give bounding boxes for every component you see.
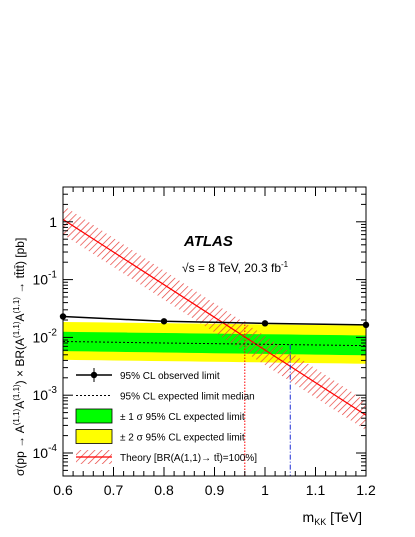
y-tick-label-base: 10 xyxy=(33,272,49,288)
y-tick-label: 10-2 xyxy=(33,327,58,345)
energy-lumi-label: √s = 8 TeV, 20.3 fb-1 xyxy=(182,260,289,275)
y-tick-label: 10-1 xyxy=(33,270,58,288)
x-axis-label-unit: [TeV] xyxy=(326,509,362,525)
x-axis-label-sub: KK xyxy=(314,517,326,527)
y-tick-label-exponent: -1 xyxy=(48,270,57,281)
y-label-text: σ(pp → A xyxy=(13,425,27,476)
x-tick-label: 0.7 xyxy=(104,482,124,498)
x-tick-label: 1.1 xyxy=(306,482,326,498)
y-tick-label-exponent: -4 xyxy=(48,443,57,454)
observed-points xyxy=(59,313,370,329)
y-tick-label-base: 10 xyxy=(33,329,49,345)
atlas-label: ATLAS xyxy=(183,233,233,250)
theory-line xyxy=(63,218,366,416)
legend-label-band2: ± 2 σ 95% CL expected limit xyxy=(120,433,245,444)
x-axis-label-base: m xyxy=(303,509,315,525)
legend-observed-marker xyxy=(90,371,98,379)
legend-entry-band2: ± 2 σ 95% CL expected limit xyxy=(75,429,245,444)
y-label-text: A xyxy=(13,314,27,322)
legend-entry-expected: 95% CL expected limit median xyxy=(76,392,255,403)
x-tick-label: 0.9 xyxy=(205,482,225,498)
x-tick-label: 1.2 xyxy=(356,482,376,498)
legend: 95% CL observed limit 95% CL expected lim… xyxy=(75,368,257,464)
x-tick-label: 0.6 xyxy=(53,482,73,498)
energy-lumi-text: √s = 8 TeV, 20.3 fb xyxy=(182,261,281,275)
x-tick-label: 0.8 xyxy=(154,482,174,498)
legend-entry-theory: Theory [BR(A(1,1)→ tt̄)=100%] xyxy=(76,450,257,464)
y-label-text: ) × BR(A xyxy=(13,338,27,384)
observed-limit-line xyxy=(62,315,367,326)
limit-curves xyxy=(59,313,370,347)
y-tick-label: 1 xyxy=(49,214,57,230)
y-label-superscript: (1,1) xyxy=(12,297,21,314)
x-axis-label: mKK [TeV] xyxy=(303,509,362,527)
y-tick-label: 10-3 xyxy=(33,385,58,403)
y-tick-label-exponent: -3 xyxy=(48,385,57,396)
legend-entry-observed: 95% CL observed limit xyxy=(76,368,220,382)
observed-point xyxy=(160,318,168,325)
y-label-superscript: (1,1) xyxy=(12,384,21,401)
y-label-superscript: (1,1) xyxy=(12,408,21,425)
theory-curve-group xyxy=(63,205,366,431)
y-label-text: A xyxy=(13,401,27,409)
y-tick-label-base: 10 xyxy=(33,445,49,461)
expected-median-line xyxy=(62,340,367,347)
legend-entry-band1: ± 1 σ 95% CL expected limit xyxy=(75,408,245,424)
legend-label-theory: Theory [BR(A(1,1)→ tt̄)=100%] xyxy=(120,452,257,464)
y-tick-label: 10-4 xyxy=(33,443,58,461)
y-axis-label: σ(pp → A(1,1)A(1,1)) × BR(A(1,1)A(1,1) →… xyxy=(12,238,27,476)
y-axis-ticks: 10-410-310-210-11 xyxy=(33,186,366,477)
legend-label-band1: ± 1 σ 95% CL expected limit xyxy=(120,412,245,423)
x-axis-ticks: 0.6 0.7 0.8 0.9 1 1.1 1.2 xyxy=(53,187,376,498)
x-tick-label: 1 xyxy=(261,482,269,498)
y-tick-label-exponent: -2 xyxy=(48,327,57,338)
y-tick-label-base: 10 xyxy=(33,387,49,403)
mass-limit-lines xyxy=(244,321,291,476)
y-label-text: → tt̄tt̄) [pb] xyxy=(13,238,27,297)
legend-band1-swatch xyxy=(75,408,113,424)
y-label-superscript: (1,1) xyxy=(12,321,21,338)
y-tick-label-base: 1 xyxy=(49,214,57,230)
legend-label-expected: 95% CL expected limit median xyxy=(120,392,255,403)
observed-point xyxy=(261,320,269,327)
legend-band2-swatch xyxy=(75,429,113,444)
energy-lumi-sup: -1 xyxy=(281,260,289,269)
legend-label-observed: 95% CL observed limit xyxy=(120,371,220,382)
